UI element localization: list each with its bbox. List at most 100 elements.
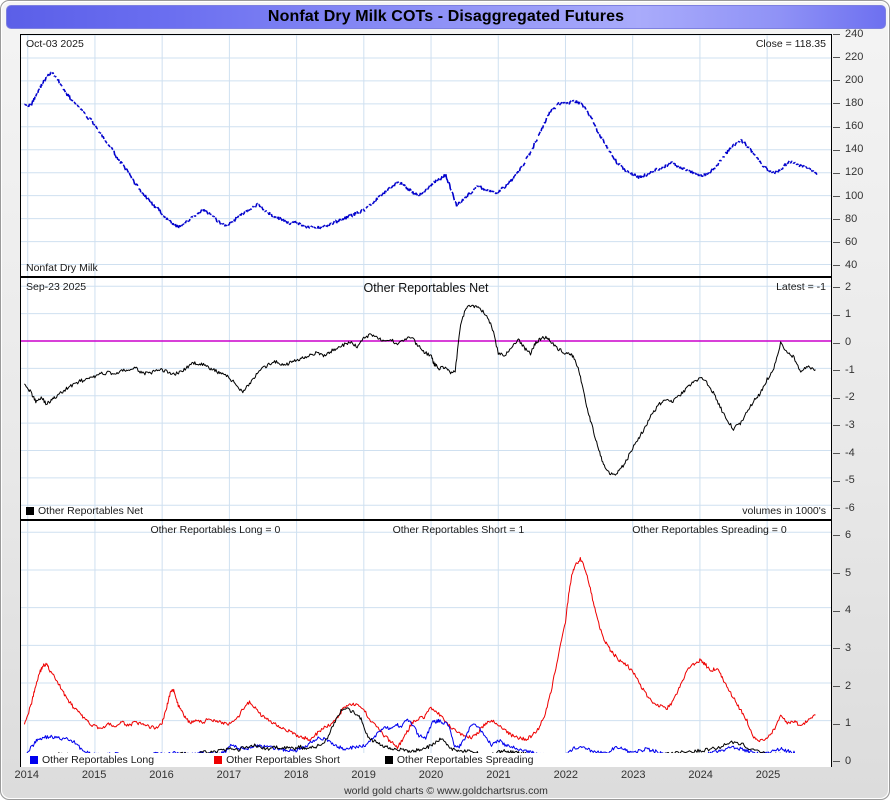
y-tick: 3	[833, 642, 851, 654]
y-tick: 180	[833, 97, 863, 109]
components-y-axis: 0 1 2 3 4 5 6	[833, 524, 889, 767]
y-tick-mark	[833, 172, 840, 174]
panel-price: Oct-03 2025 Close = 118.35 Nonfat Dry Mi…	[21, 35, 831, 278]
y-tick: 140	[833, 143, 863, 155]
y-tick-mark	[833, 242, 840, 244]
footer-credit: world gold charts © www.goldchartsrus.co…	[344, 785, 548, 797]
legend-label-long: Other Reportables Long	[42, 754, 155, 766]
net-series-text: Other Reportables Net	[38, 504, 144, 517]
y-tick: 5	[833, 567, 851, 579]
y-tick: 220	[833, 51, 863, 63]
legend-item-long: Other Reportables Long	[30, 754, 154, 766]
y-tick-label: 5	[845, 566, 852, 579]
y-tick: -1	[833, 364, 855, 376]
y-tick-mark	[833, 265, 840, 267]
x-tick-label: 2017	[216, 769, 242, 781]
legend-label-short: Other Reportables Short	[226, 754, 340, 766]
y-tick-label: 0	[845, 336, 852, 348]
net-series-label: Other Reportables Net	[26, 504, 144, 517]
panel-components: Other Reportables Long = 0 Other Reporta…	[21, 521, 831, 764]
y-tick-mark	[833, 610, 840, 612]
y-tick-label: 2	[845, 679, 852, 692]
y-tick-label: -4	[845, 446, 855, 459]
y-tick-label: 6	[845, 528, 852, 541]
y-tick-mark	[833, 57, 840, 59]
y-tick: 60	[833, 236, 857, 248]
y-tick: 40	[833, 259, 857, 271]
y-tick: 1	[833, 308, 851, 320]
y-tick-mark	[833, 453, 840, 454]
net-swatch-icon	[26, 506, 34, 515]
long-swatch-icon	[30, 756, 38, 764]
y-tick-label: -6	[845, 501, 855, 514]
y-tick-mark	[833, 648, 840, 650]
price-plot	[21, 35, 831, 276]
x-tick-label: 2019	[351, 769, 376, 781]
y-tick-label: -5	[845, 474, 855, 487]
y-tick: -4	[833, 447, 855, 459]
y-tick-mark	[833, 287, 840, 289]
y-tick: 1	[833, 717, 851, 729]
y-tick-label: -1	[845, 363, 855, 376]
chart-area: Oct-03 2025 Close = 118.35 Nonfat Dry Mi…	[20, 34, 832, 767]
panel-net: Sep-23 2025 Other Reportables Net Latest…	[21, 278, 831, 521]
y-tick: 2	[833, 680, 851, 692]
comp-short-label: Other Reportables Short = 1	[392, 524, 525, 536]
y-tick: -6	[833, 502, 855, 514]
x-tick-label: 2014	[14, 769, 39, 781]
y-tick-label: 60	[845, 235, 858, 248]
y-tick-mark	[833, 342, 840, 344]
y-tick: 100	[833, 190, 863, 202]
y-tick-mark	[833, 196, 840, 197]
y-tick: 4	[833, 604, 851, 616]
y-tick-label: 120	[845, 166, 864, 179]
y-tick-mark	[833, 149, 840, 151]
x-tick-label: 2018	[284, 769, 309, 781]
spreading-swatch-icon	[384, 756, 393, 764]
y-tick-label: 140	[845, 143, 864, 156]
components-plot	[21, 521, 831, 764]
y-tick-mark	[833, 80, 840, 82]
y-tick-mark	[833, 314, 840, 316]
y-tick-mark	[833, 535, 840, 537]
net-latest-label: Latest = -1	[776, 281, 826, 293]
x-tick-label: 2025	[755, 769, 781, 781]
y-tick-label: 0	[845, 754, 852, 767]
y-tick: -5	[833, 474, 855, 486]
y-tick: 0	[833, 755, 851, 767]
y-tick-label: 220	[845, 50, 864, 63]
y-tick: -2	[833, 391, 855, 403]
comp-long-label: Other Reportables Long = 0	[150, 524, 281, 536]
comp-spreading-label: Other Reportables Spreading = 0	[632, 524, 787, 536]
y-tick-mark	[833, 126, 840, 128]
price-date-label: Oct-03 2025	[26, 38, 84, 50]
y-tick: 240	[833, 28, 863, 40]
y-tick-label: 80	[845, 212, 858, 225]
y-tick: -3	[833, 419, 855, 431]
y-tick: 80	[833, 213, 857, 225]
y-tick: 0	[833, 336, 851, 348]
legend-item-short: Other Reportables Short	[214, 754, 340, 766]
x-tick-label: 2021	[486, 769, 511, 781]
window-titlebar: Nonfat Dry Milk COTs - Disaggregated Fut…	[6, 5, 886, 29]
y-tick-label: 1	[845, 308, 852, 321]
y-tick-label: 1	[845, 717, 852, 730]
x-tick-label: 2015	[81, 769, 107, 781]
x-tick-label: 2023	[620, 769, 646, 781]
y-tick: 200	[833, 74, 863, 86]
y-tick-mark	[833, 219, 840, 221]
net-date-label: Sep-23 2025	[26, 281, 87, 293]
price-series-label: Nonfat Dry Milk	[26, 261, 98, 274]
y-tick: 6	[833, 529, 851, 541]
net-units-label: volumes in 1000's	[742, 504, 826, 517]
legend-label-spreading: Other Reportables Spreading	[396, 754, 534, 766]
net-y-axis: 2 1 0 -1 -2 -3 -4 -5 -6	[833, 279, 889, 522]
y-tick-mark	[833, 761, 840, 763]
series-legend: Other Reportables Long Other Reportables…	[20, 753, 832, 767]
y-tick-mark	[833, 397, 840, 399]
y-tick-label: 4	[845, 604, 852, 617]
y-tick-label: 2	[845, 280, 852, 293]
x-tick-label: 2022	[553, 769, 579, 781]
y-tick-label: -2	[845, 391, 855, 404]
